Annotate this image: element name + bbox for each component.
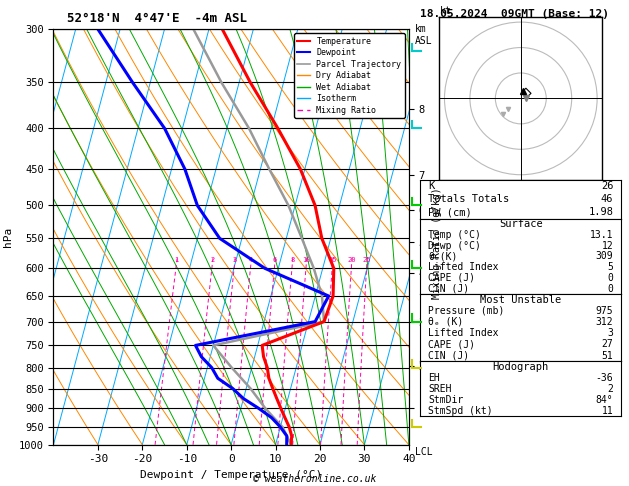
Text: kt: kt — [440, 6, 451, 16]
Text: 20: 20 — [347, 257, 356, 262]
Text: © weatheronline.co.uk: © weatheronline.co.uk — [253, 473, 376, 484]
Text: CAPE (J): CAPE (J) — [428, 273, 476, 283]
Text: Temp (°C): Temp (°C) — [428, 230, 481, 240]
Text: 975: 975 — [596, 306, 613, 316]
Text: Mixing Ratio (g/kg): Mixing Ratio (g/kg) — [432, 187, 442, 299]
Text: 46: 46 — [601, 194, 613, 204]
Text: 2: 2 — [210, 257, 214, 262]
Text: SREH: SREH — [428, 383, 452, 394]
Text: 27: 27 — [602, 339, 613, 349]
Text: 0: 0 — [608, 273, 613, 283]
Text: Hodograph: Hodograph — [493, 362, 549, 372]
Text: Most Unstable: Most Unstable — [480, 295, 562, 305]
Text: 18.05.2024  09GMT (Base: 12): 18.05.2024 09GMT (Base: 12) — [420, 9, 609, 19]
Text: Lifted Index: Lifted Index — [428, 262, 499, 272]
Text: 6: 6 — [273, 257, 277, 262]
Text: 26: 26 — [601, 181, 613, 191]
Text: 3: 3 — [608, 328, 613, 338]
Text: PW (cm): PW (cm) — [428, 207, 472, 217]
Text: CIN (J): CIN (J) — [428, 284, 469, 294]
Text: 309: 309 — [596, 251, 613, 261]
Text: 84°: 84° — [596, 395, 613, 404]
Text: LCL: LCL — [415, 447, 433, 457]
Y-axis label: hPa: hPa — [3, 227, 13, 247]
Text: 1.98: 1.98 — [588, 207, 613, 217]
Text: 10: 10 — [302, 257, 311, 262]
Text: StmDir: StmDir — [428, 395, 464, 404]
Text: -36: -36 — [596, 373, 613, 382]
Text: CAPE (J): CAPE (J) — [428, 339, 476, 349]
Text: 25: 25 — [363, 257, 371, 262]
Text: Dewp (°C): Dewp (°C) — [428, 241, 481, 251]
Text: Totals Totals: Totals Totals — [428, 194, 509, 204]
Text: θₑ(K): θₑ(K) — [428, 251, 458, 261]
Text: Pressure (mb): Pressure (mb) — [428, 306, 504, 316]
Text: 12: 12 — [602, 241, 613, 251]
Text: 13.1: 13.1 — [590, 230, 613, 240]
Text: 1: 1 — [174, 257, 179, 262]
Text: 4: 4 — [249, 257, 253, 262]
Text: Surface: Surface — [499, 219, 543, 229]
Text: 51: 51 — [602, 350, 613, 361]
Text: km
ASL: km ASL — [415, 24, 433, 46]
Text: 2: 2 — [608, 383, 613, 394]
Text: θₑ (K): θₑ (K) — [428, 317, 464, 327]
Text: StmSpd (kt): StmSpd (kt) — [428, 405, 493, 416]
Text: EH: EH — [428, 373, 440, 382]
X-axis label: Dewpoint / Temperature (°C): Dewpoint / Temperature (°C) — [140, 470, 322, 480]
Text: CIN (J): CIN (J) — [428, 350, 469, 361]
Text: 8: 8 — [291, 257, 294, 262]
Text: K: K — [428, 181, 435, 191]
Legend: Temperature, Dewpoint, Parcel Trajectory, Dry Adiabat, Wet Adiabat, Isotherm, Mi: Temperature, Dewpoint, Parcel Trajectory… — [294, 34, 404, 118]
Text: 312: 312 — [596, 317, 613, 327]
Text: 52°18'N  4°47'E  -4m ASL: 52°18'N 4°47'E -4m ASL — [67, 12, 247, 25]
Text: 5: 5 — [608, 262, 613, 272]
Text: 11: 11 — [602, 405, 613, 416]
Text: 3: 3 — [233, 257, 237, 262]
Text: 15: 15 — [328, 257, 337, 262]
Text: 0: 0 — [608, 284, 613, 294]
Text: Lifted Index: Lifted Index — [428, 328, 499, 338]
